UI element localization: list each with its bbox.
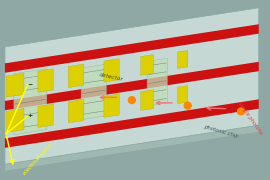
- Polygon shape: [147, 58, 167, 106]
- Polygon shape: [5, 99, 259, 148]
- Text: +: +: [28, 113, 33, 118]
- Polygon shape: [178, 50, 188, 68]
- Polygon shape: [81, 64, 106, 120]
- Polygon shape: [38, 69, 53, 92]
- Polygon shape: [104, 94, 119, 117]
- Polygon shape: [38, 104, 53, 127]
- Polygon shape: [68, 99, 84, 123]
- Text: −: −: [28, 82, 33, 87]
- Polygon shape: [5, 62, 259, 110]
- Polygon shape: [5, 125, 259, 171]
- Polygon shape: [6, 73, 24, 97]
- Text: single photons: single photons: [237, 101, 264, 136]
- Text: photonic chip: photonic chip: [203, 124, 239, 139]
- Text: detector: detector: [99, 72, 124, 82]
- Circle shape: [238, 108, 244, 115]
- Polygon shape: [5, 8, 259, 164]
- Polygon shape: [6, 109, 24, 132]
- Polygon shape: [5, 24, 259, 73]
- Polygon shape: [68, 64, 84, 88]
- Polygon shape: [14, 69, 47, 135]
- Polygon shape: [178, 86, 188, 104]
- Circle shape: [184, 102, 191, 109]
- Text: electrical signal: electrical signal: [22, 142, 53, 176]
- Polygon shape: [141, 90, 153, 111]
- Circle shape: [129, 97, 135, 104]
- Polygon shape: [141, 55, 153, 75]
- Polygon shape: [104, 59, 119, 82]
